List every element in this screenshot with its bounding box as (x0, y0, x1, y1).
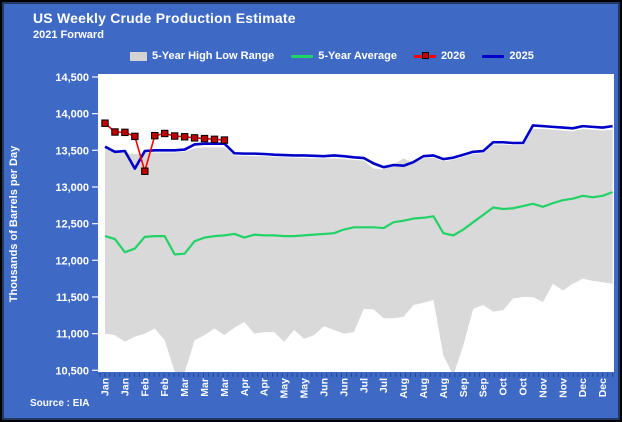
svg-text:Aug: Aug (398, 378, 410, 398)
red-marker-swatch-icon (413, 51, 436, 59)
svg-text:Sep: Sep (458, 378, 470, 397)
legend-label: 2025 (509, 50, 534, 62)
svg-text:Nov: Nov (537, 378, 549, 398)
svg-text:Dec: Dec (597, 378, 609, 397)
svg-text:14,500: 14,500 (55, 72, 89, 84)
legend-label: 5-Year Average (318, 50, 397, 62)
svg-text:12,500: 12,500 (55, 219, 89, 231)
svg-text:Jul: Jul (378, 378, 390, 393)
svg-text:Mar: Mar (179, 378, 191, 397)
svg-text:12,000: 12,000 (55, 255, 89, 267)
svg-text:11,000: 11,000 (56, 329, 89, 341)
svg-text:13,500: 13,500 (55, 145, 89, 157)
svg-text:Aug: Aug (438, 378, 450, 398)
source-note: Source : EIA (30, 398, 90, 409)
svg-text:Jun: Jun (338, 378, 350, 397)
blue-line-swatch-icon (482, 54, 505, 58)
legend-label: 5-Year High Low Range (152, 50, 275, 62)
svg-text:Feb: Feb (139, 378, 151, 397)
legend-item-high-low-range: 5-Year High Low Range (130, 50, 274, 62)
legend-item-5yr-average: 5-Year Average (291, 50, 397, 62)
svg-text:May: May (299, 378, 311, 399)
legend-label: 2026 (440, 50, 466, 62)
svg-text:May: May (279, 378, 291, 399)
svg-text:Apr: Apr (259, 378, 271, 396)
green-line-swatch-icon (291, 54, 314, 58)
svg-text:13,000: 13,000 (55, 182, 89, 194)
legend-item-2026: 2026 (413, 50, 466, 62)
svg-text:Jan: Jan (119, 378, 131, 396)
band-swatch-icon (130, 51, 147, 61)
svg-text:Jul: Jul (358, 378, 370, 393)
legend-item-2025: 2025 (482, 50, 534, 62)
svg-text:Oct: Oct (498, 378, 510, 396)
legend: 5-Year High Low Range 5-Year Average 202… (130, 50, 534, 62)
chart-title: US Weekly Crude Production Estimate (33, 10, 296, 26)
svg-text:Oct: Oct (518, 378, 530, 396)
svg-text:Feb: Feb (159, 378, 171, 397)
svg-text:Apr: Apr (239, 378, 251, 396)
svg-text:Nov: Nov (557, 378, 569, 398)
svg-text:Jan: Jan (100, 378, 112, 396)
svg-text:Aug: Aug (418, 378, 430, 398)
svg-text:Mar: Mar (219, 378, 231, 397)
svg-text:11,500: 11,500 (56, 292, 89, 304)
chart-subtitle: 2021 Forward (33, 29, 104, 41)
svg-text:10,500: 10,500 (55, 365, 89, 377)
svg-text:Mar: Mar (199, 378, 211, 397)
svg-text:Sep: Sep (478, 378, 490, 397)
svg-text:14,000: 14,000 (55, 109, 89, 121)
svg-text:Jun: Jun (318, 378, 330, 397)
svg-text:Dec: Dec (577, 378, 589, 397)
